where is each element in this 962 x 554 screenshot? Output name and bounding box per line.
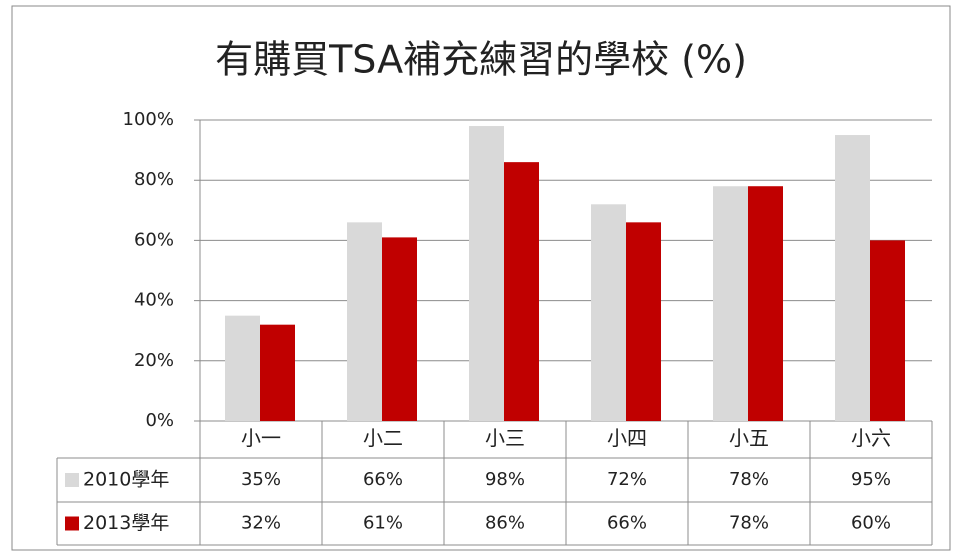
x-tick-label: 小一	[241, 426, 281, 450]
x-tick-label: 小五	[729, 426, 769, 450]
legend-label: 2010學年	[83, 469, 169, 491]
legend-swatch	[65, 516, 79, 531]
x-tick-label: 小三	[485, 426, 525, 450]
table-value: 32%	[241, 513, 281, 534]
chart-title: 有購買TSA補充練習的學校 (%)	[215, 38, 747, 82]
table-value: 86%	[485, 513, 525, 534]
table-value: 66%	[363, 469, 403, 490]
x-tick-label: 小六	[851, 426, 891, 450]
y-tick-label: 40%	[134, 290, 174, 311]
legend-label: 2013學年	[83, 512, 169, 534]
table-value: 78%	[729, 513, 769, 534]
bar	[260, 324, 295, 421]
bar	[504, 162, 539, 421]
bar	[382, 237, 417, 421]
table-value: 60%	[851, 513, 891, 534]
bar	[748, 186, 783, 421]
legend-swatch	[65, 473, 79, 487]
bar	[347, 222, 382, 421]
bar	[591, 204, 626, 421]
table-value: 98%	[485, 469, 525, 490]
y-tick-label: 0%	[145, 410, 174, 431]
bar	[870, 240, 905, 421]
table-value: 72%	[607, 469, 647, 490]
table-value: 61%	[363, 513, 403, 534]
x-tick-label: 小四	[607, 426, 647, 450]
bar	[713, 186, 748, 421]
table-value: 95%	[851, 469, 891, 490]
y-tick-label: 60%	[134, 229, 174, 250]
table-value: 78%	[729, 469, 769, 490]
bar	[469, 126, 504, 422]
table-value: 66%	[607, 513, 647, 534]
bar	[225, 315, 260, 421]
x-tick-label: 小二	[363, 426, 403, 450]
bar	[626, 222, 661, 421]
table-value: 35%	[241, 469, 281, 490]
y-tick-label: 80%	[134, 169, 174, 190]
y-tick-label: 100%	[123, 109, 174, 130]
y-tick-label: 20%	[134, 350, 174, 371]
bar	[835, 135, 870, 422]
